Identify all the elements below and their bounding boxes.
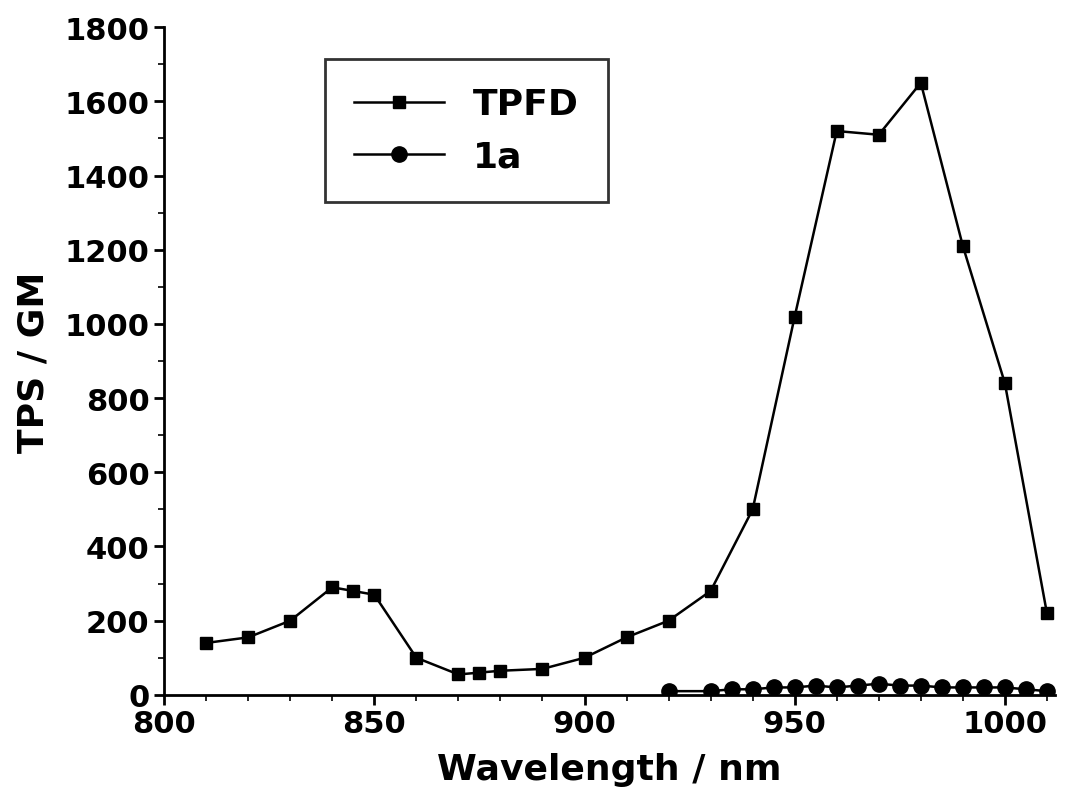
TPFD: [578, 653, 591, 662]
1a: [726, 685, 739, 695]
TPFD: [347, 586, 360, 596]
TPFD: [284, 616, 297, 626]
1a: [893, 681, 906, 691]
1a: [788, 683, 801, 692]
1a: [662, 687, 675, 696]
TPFD: [494, 666, 507, 676]
TPFD: [1041, 609, 1054, 618]
1a: [809, 681, 822, 691]
1a: [914, 681, 927, 691]
TPFD: [831, 127, 844, 137]
Line: TPFD: TPFD: [199, 77, 1053, 681]
X-axis label: Wavelength / nm: Wavelength / nm: [437, 752, 781, 786]
TPFD: [410, 653, 422, 662]
1a: [956, 683, 969, 692]
1a: [704, 687, 717, 696]
TPFD: [662, 616, 675, 626]
TPFD: [242, 633, 255, 642]
TPFD: [956, 242, 969, 251]
TPFD: [199, 638, 212, 648]
Legend: TPFD, 1a: TPFD, 1a: [325, 59, 608, 203]
TPFD: [914, 79, 927, 88]
1a: [831, 683, 844, 692]
TPFD: [788, 312, 801, 322]
Y-axis label: TPS / GM: TPS / GM: [17, 271, 50, 452]
TPFD: [368, 590, 381, 600]
TPFD: [452, 670, 465, 679]
1a: [746, 685, 759, 695]
1a: [998, 683, 1011, 692]
TPFD: [746, 505, 759, 515]
1a: [768, 683, 780, 692]
1a: [936, 683, 949, 692]
TPFD: [998, 379, 1011, 389]
1a: [1019, 685, 1032, 695]
TPFD: [536, 664, 549, 674]
1a: [1041, 687, 1054, 696]
1a: [851, 681, 864, 691]
TPFD: [620, 633, 632, 642]
TPFD: [873, 131, 885, 141]
TPFD: [326, 583, 339, 593]
1a: [873, 679, 885, 689]
TPFD: [704, 586, 717, 596]
TPFD: [473, 668, 486, 678]
Line: 1a: 1a: [661, 676, 1055, 699]
1a: [978, 683, 991, 692]
